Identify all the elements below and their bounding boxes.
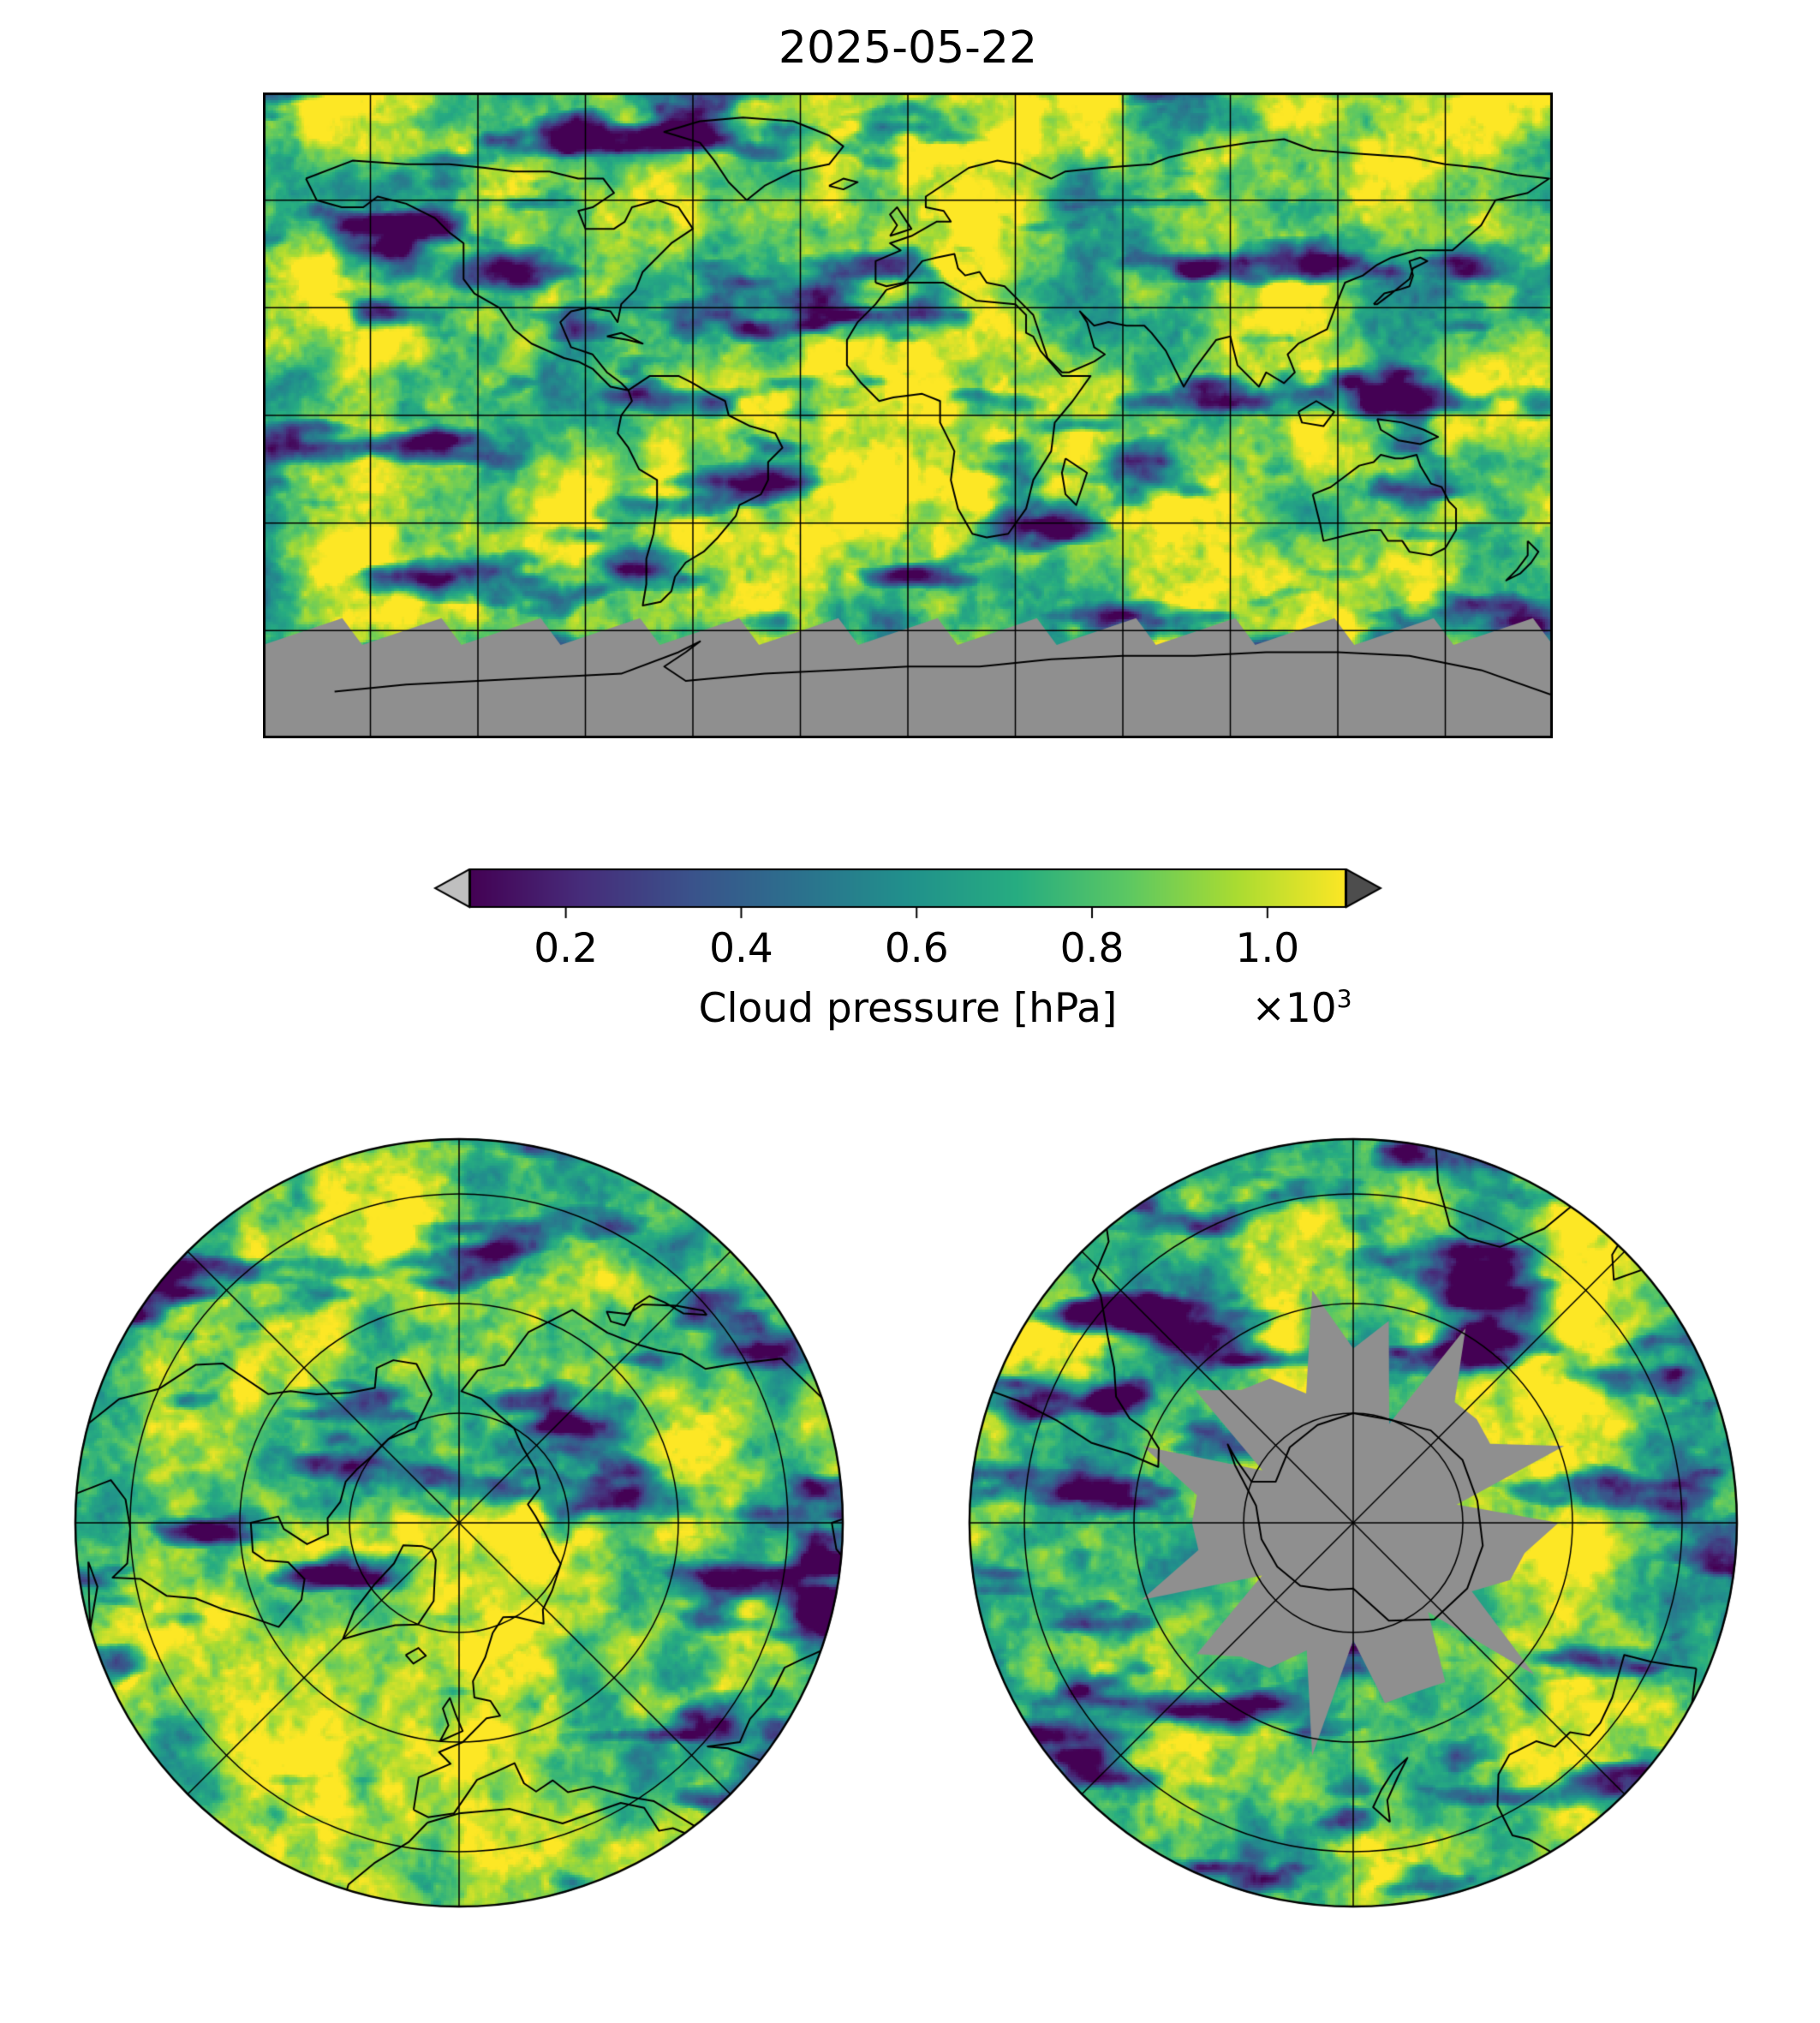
south-polar-map-canvas — [968, 1137, 1739, 1908]
colorbar-multiplier-base: ×10 — [1251, 985, 1337, 1032]
colorbar-tick-label: 0.8 — [1059, 925, 1125, 972]
colorbar-label: Cloud pressure [hPa] — [698, 985, 1118, 1032]
figure-title: 2025-05-22 — [778, 22, 1038, 74]
north-polar-map-canvas — [74, 1137, 844, 1908]
colorbar-tick-label: 0.2 — [534, 925, 598, 972]
colorbar-ticks: 0.2 0.4 0.6 0.8 1.0 — [0, 925, 1820, 976]
colorbar-offset-text: ×103 — [1251, 985, 1352, 1032]
global-map-canvas — [263, 92, 1553, 738]
colorbar-multiplier-exp: 3 — [1336, 985, 1352, 1014]
colorbar-tick-label: 0.4 — [709, 925, 773, 972]
colorbar-tick-label: 0.6 — [884, 925, 949, 972]
colorbar-canvas — [433, 868, 1387, 920]
colorbar-tick-label: 1.0 — [1235, 925, 1300, 972]
